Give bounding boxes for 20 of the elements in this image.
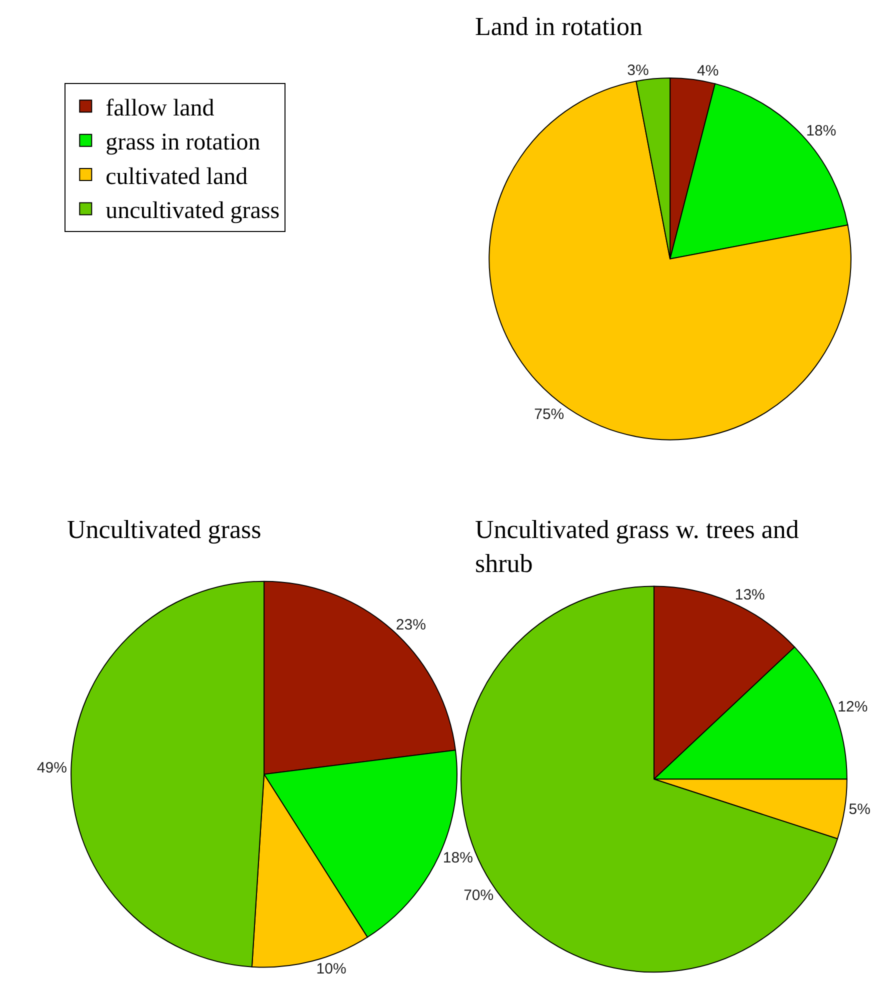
legend-label: fallow land [106, 96, 214, 122]
data-label: 12% [838, 698, 868, 716]
legend-label: uncultivated grass [106, 198, 280, 224]
data-label: 4% [696, 62, 719, 80]
data-label: 18% [442, 849, 473, 866]
chart-title: Uncultivated grass [67, 515, 262, 544]
data-label: 13% [734, 586, 765, 604]
data-label: 70% [464, 887, 494, 904]
data-label: 75% [534, 406, 564, 423]
chart-title: Land in rotation [475, 12, 643, 41]
data-label: 5% [848, 801, 870, 818]
pie-slice [488, 80, 852, 440]
legend-label: cultivated land [106, 164, 248, 190]
legend-label: grass in rotation [106, 130, 260, 156]
data-label: 49% [36, 760, 67, 777]
chart-title: Uncultivated grass w. trees and shrub [475, 515, 799, 578]
data-label: 18% [806, 122, 836, 140]
data-label: 23% [396, 616, 426, 634]
data-label: 10% [316, 960, 346, 978]
data-label: 3% [627, 62, 649, 79]
